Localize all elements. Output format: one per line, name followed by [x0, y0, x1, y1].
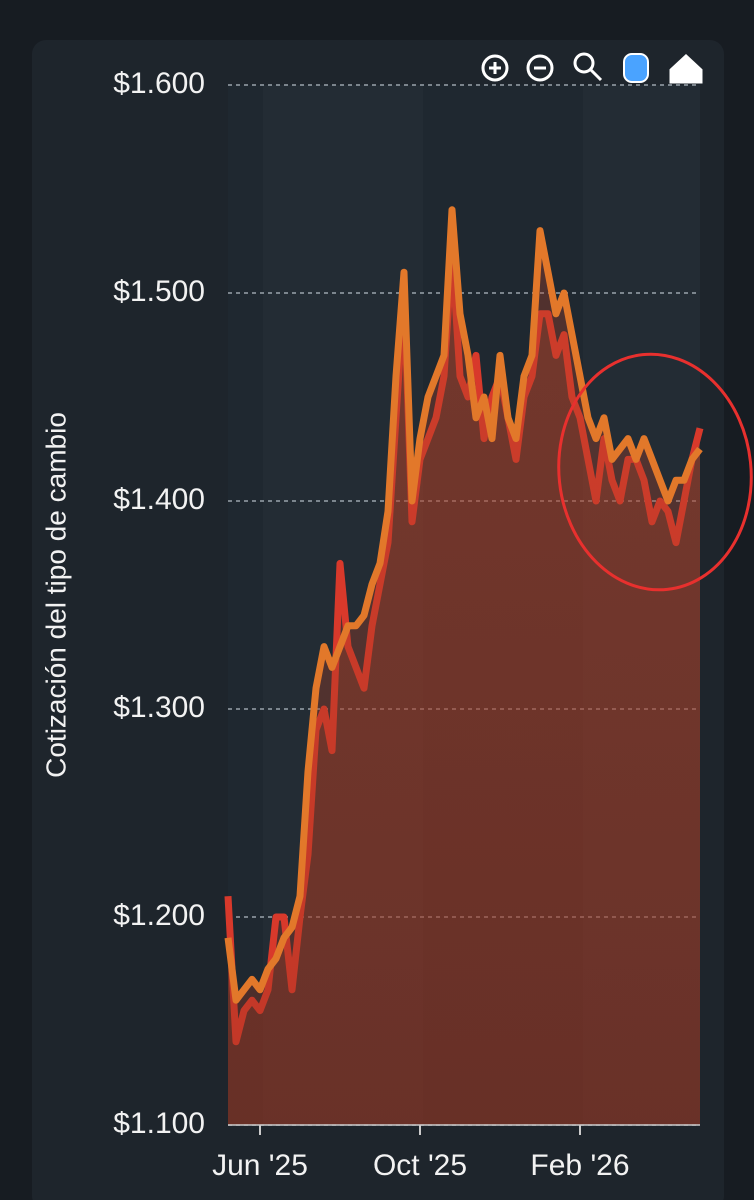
y-axis-label: Cotización del tipo de cambio [40, 412, 71, 778]
y-tick-label: $1.500 [113, 275, 205, 308]
pan-button[interactable] [623, 53, 649, 83]
annotation-circle [557, 352, 753, 592]
x-tick-label: Jun '25 [212, 1149, 308, 1182]
zoom-in-button[interactable] [481, 54, 509, 82]
area [228, 209, 700, 1126]
x-tick-label: Oct '25 [373, 1149, 467, 1182]
zoom-out-button[interactable] [526, 54, 554, 82]
y-tick-label: $1.400 [113, 483, 205, 516]
line [224, 206, 703, 1004]
y-tick-label: $1.200 [113, 899, 205, 932]
toolbar [481, 52, 703, 84]
y-tick-label: $1.600 [113, 67, 205, 100]
home-button[interactable] [669, 53, 703, 84]
x-tick-label: Feb '26 [530, 1149, 629, 1182]
zoom-box-button[interactable] [573, 52, 603, 82]
y-tick-label: $1.300 [113, 691, 205, 724]
y-tick-label: $1.100 [113, 1107, 205, 1140]
plot [224, 84, 704, 1126]
